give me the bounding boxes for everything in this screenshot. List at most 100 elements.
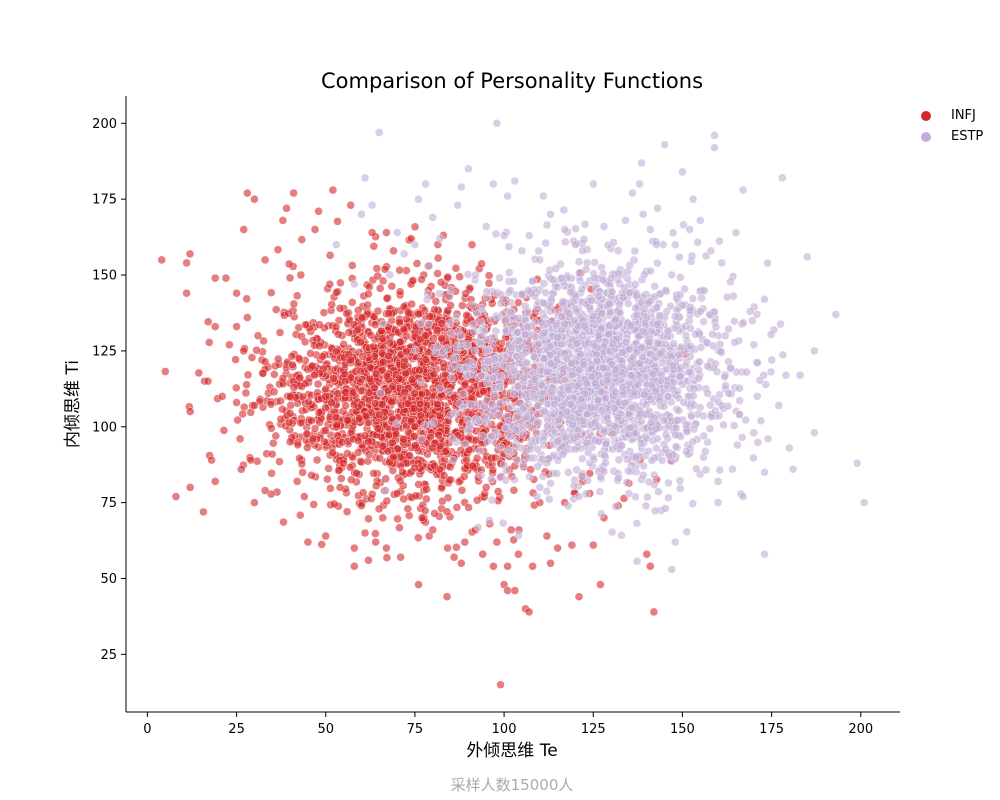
- point-infj: [461, 289, 470, 298]
- point-estp: [685, 225, 694, 234]
- point-estp: [614, 455, 624, 465]
- point-estp: [576, 350, 585, 359]
- point-estp: [628, 188, 637, 198]
- point-estp: [466, 400, 476, 409]
- point-infj: [243, 313, 252, 322]
- point-infj: [348, 298, 357, 307]
- point-infj: [409, 432, 419, 441]
- point-infj: [421, 331, 430, 340]
- point-infj: [435, 441, 445, 451]
- point-estp: [708, 329, 717, 339]
- point-infj: [371, 481, 381, 491]
- point-estp: [465, 357, 474, 367]
- point-estp: [728, 464, 737, 474]
- point-infj: [243, 188, 252, 198]
- point-estp: [670, 312, 680, 321]
- point-estp: [645, 338, 654, 348]
- point-infj: [389, 452, 398, 462]
- point-estp: [560, 225, 569, 234]
- point-infj: [294, 353, 304, 363]
- point-estp: [579, 360, 588, 369]
- point-estp: [650, 470, 659, 480]
- point-estp: [831, 310, 841, 319]
- point-estp: [681, 331, 691, 340]
- point-estp: [648, 369, 658, 379]
- point-estp: [715, 465, 725, 475]
- point-estp: [530, 393, 539, 403]
- point-infj: [273, 245, 283, 254]
- point-estp: [661, 504, 670, 513]
- point-estp: [694, 365, 703, 375]
- point-estp: [378, 319, 388, 329]
- point-estp: [767, 355, 776, 365]
- point-estp: [490, 365, 500, 375]
- point-infj: [285, 392, 295, 401]
- point-infj: [377, 400, 387, 409]
- point-estp: [592, 356, 602, 366]
- point-estp: [514, 336, 523, 346]
- point-estp: [530, 332, 539, 341]
- legend-marker-estp: [921, 132, 931, 142]
- point-estp: [601, 458, 610, 468]
- point-estp: [637, 343, 646, 353]
- point-infj: [399, 494, 408, 504]
- point-estp: [513, 381, 523, 391]
- point-infj: [333, 217, 342, 226]
- y-tick-label: 75: [100, 496, 117, 511]
- point-estp: [781, 370, 791, 380]
- point-estp: [689, 424, 699, 434]
- point-estp: [477, 331, 486, 341]
- point-infj: [433, 269, 442, 278]
- point-estp: [708, 341, 718, 351]
- point-estp: [558, 365, 568, 374]
- point-infj: [330, 499, 339, 509]
- point-estp: [605, 299, 614, 309]
- point-estp: [720, 372, 729, 382]
- point-estp: [445, 387, 454, 397]
- point-estp: [542, 367, 552, 377]
- point-estp: [650, 480, 659, 489]
- point-estp: [686, 352, 695, 361]
- point-estp: [678, 167, 687, 177]
- point-estp: [589, 179, 598, 189]
- point-infj: [353, 448, 363, 457]
- point-estp: [673, 416, 682, 425]
- point-estp: [475, 338, 485, 348]
- point-estp: [667, 270, 676, 280]
- point-estp: [518, 404, 528, 413]
- point-estp: [646, 266, 655, 276]
- point-infj: [491, 453, 500, 462]
- point-estp: [653, 258, 662, 268]
- point-infj: [396, 552, 405, 562]
- point-estp: [539, 298, 549, 308]
- point-estp: [510, 389, 519, 398]
- point-infj: [365, 363, 375, 372]
- point-estp: [578, 454, 587, 464]
- point-estp: [581, 489, 591, 499]
- point-estp: [530, 375, 539, 384]
- point-estp: [449, 455, 458, 465]
- point-estp: [658, 358, 667, 368]
- point-estp: [739, 318, 748, 328]
- point-estp: [416, 377, 426, 386]
- point-infj: [371, 537, 380, 547]
- points-layer: [157, 119, 869, 689]
- point-infj: [353, 325, 363, 334]
- point-infj: [247, 353, 257, 362]
- point-estp: [652, 303, 662, 312]
- point-infj: [348, 261, 357, 270]
- point-infj: [250, 194, 259, 204]
- point-infj: [337, 474, 346, 483]
- point-infj: [405, 451, 414, 460]
- point-infj: [337, 438, 347, 447]
- point-infj: [389, 246, 398, 256]
- point-infj: [371, 320, 380, 329]
- point-estp: [542, 422, 552, 431]
- y-tick-label: 175: [92, 193, 117, 208]
- point-infj: [433, 253, 443, 263]
- point-estp: [604, 329, 614, 339]
- point-estp: [763, 434, 773, 444]
- point-infj: [207, 455, 216, 465]
- point-estp: [582, 438, 591, 448]
- point-estp: [496, 442, 505, 452]
